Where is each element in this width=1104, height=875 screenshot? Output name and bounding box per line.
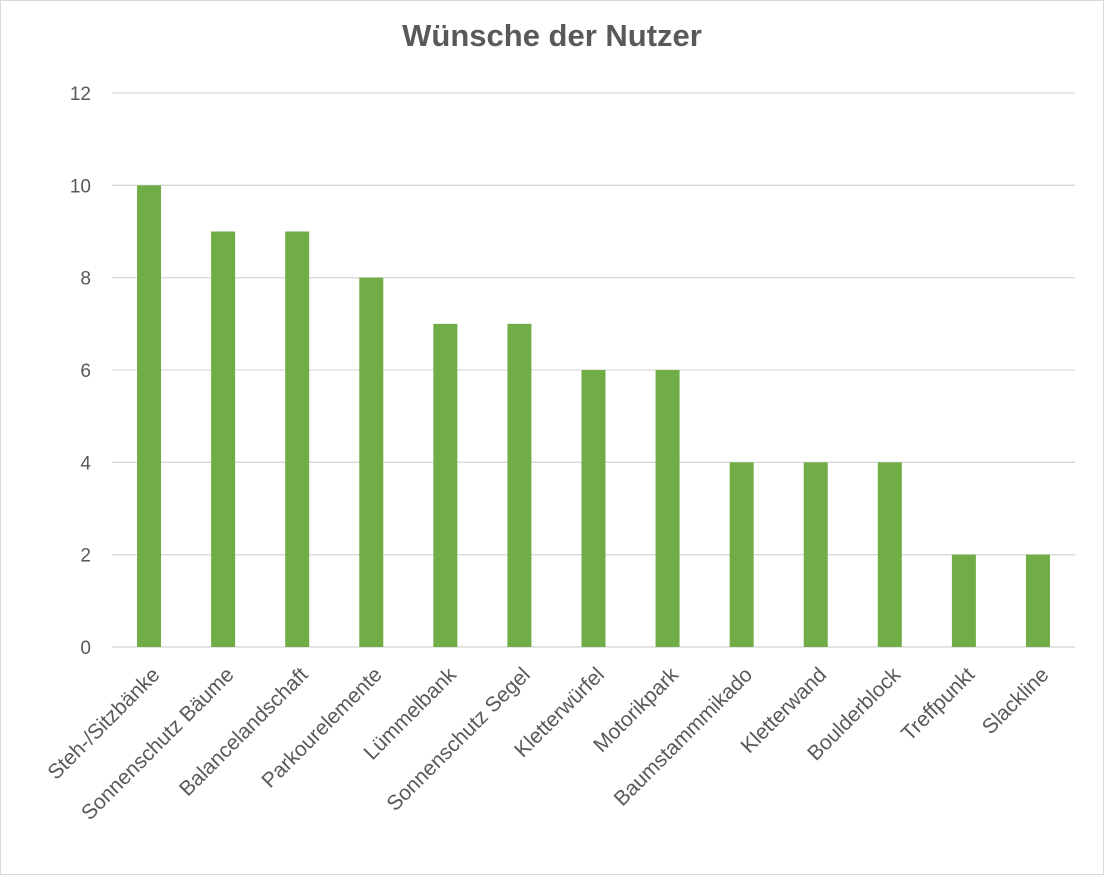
bar (877, 462, 902, 647)
bar (1025, 554, 1050, 647)
x-category-label: Balancelandschaft (175, 663, 313, 801)
y-tick-label: 4 (80, 453, 91, 474)
y-tick-label: 8 (80, 269, 91, 290)
bars (137, 185, 1050, 647)
chart-title: Wünsche der Nutzer (402, 18, 702, 53)
bar (507, 323, 532, 647)
y-tick-label: 2 (80, 546, 91, 567)
x-category-label: Sonnenschutz Segel (382, 663, 534, 815)
y-tick-label: 0 (80, 638, 91, 659)
y-tick-label: 10 (70, 176, 91, 197)
bar (285, 231, 310, 647)
y-axis-tick-labels: 0 2 4 6 8 10 12 (70, 84, 92, 659)
bar (359, 277, 384, 647)
bar (211, 231, 236, 647)
x-category-label: Baumstammmikado (610, 663, 757, 810)
y-tick-label: 12 (70, 84, 91, 105)
bar (729, 462, 754, 647)
bar (951, 554, 976, 647)
bar (803, 462, 828, 647)
x-category-label: Treffpunkt (897, 663, 979, 745)
y-tick-label: 6 (80, 361, 91, 382)
bar (137, 185, 162, 647)
bar (655, 370, 680, 647)
x-category-label: Slackline (978, 663, 1054, 739)
bar (433, 323, 458, 647)
bar (581, 370, 606, 647)
